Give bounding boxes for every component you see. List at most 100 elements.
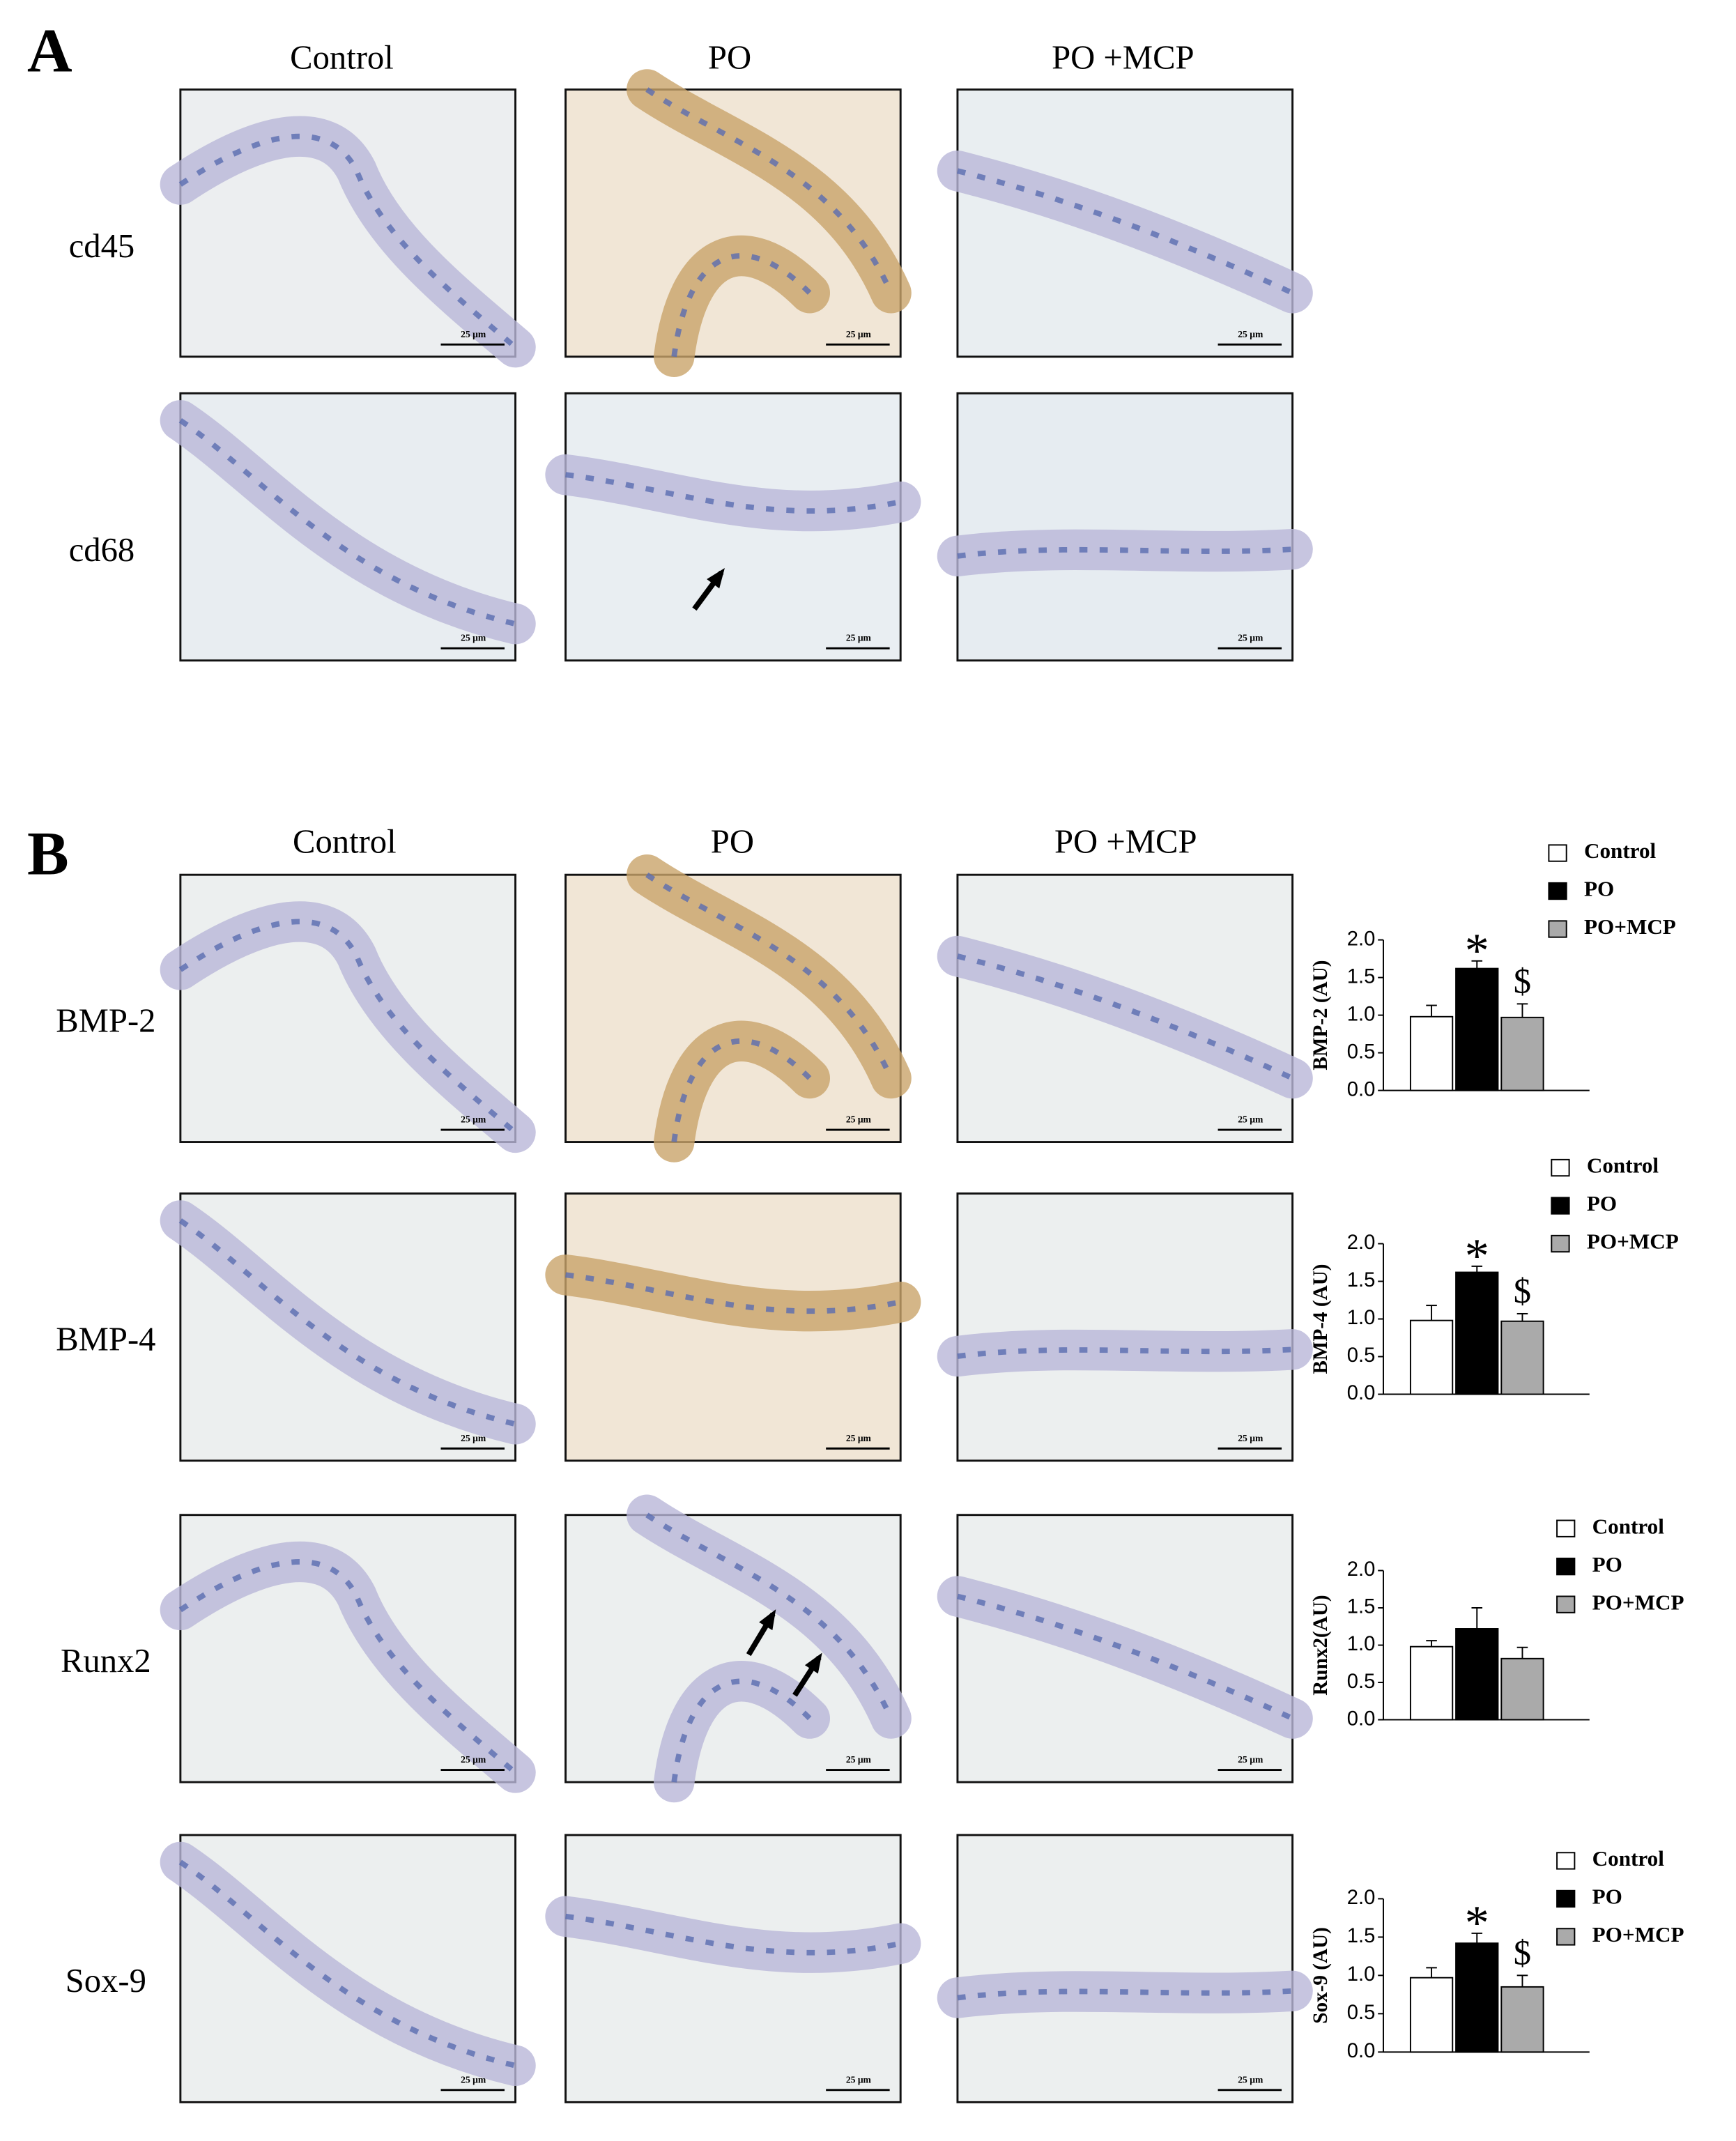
y-tick-label: 1.5 xyxy=(1347,1925,1376,1947)
y-tick-label: 2.0 xyxy=(1347,1558,1376,1581)
legend-swatch xyxy=(1551,1197,1570,1215)
bar xyxy=(1409,1977,1454,2053)
row-label: cd68 xyxy=(69,531,135,569)
tissue-nuclei xyxy=(178,133,518,350)
scale-bar-label: 25 μm xyxy=(461,633,486,643)
column-header: PO xyxy=(708,39,751,77)
scale-bar-label: 25 μm xyxy=(461,329,486,339)
significance-mark: $ xyxy=(1514,962,1531,1001)
bar xyxy=(1455,967,1499,1091)
significance-mark: * xyxy=(1465,1229,1489,1283)
y-axis-label: Runx2(AU) xyxy=(1309,1595,1332,1695)
significance-mark: $ xyxy=(1514,1271,1531,1310)
arrow-head xyxy=(804,1652,822,1674)
legend-label: Control xyxy=(1584,838,1657,863)
legend-swatch xyxy=(1556,1558,1576,1576)
bar xyxy=(1500,1986,1544,2053)
tissue-nuclei xyxy=(956,1593,1294,1721)
column-header: PO +MCP xyxy=(1052,39,1195,77)
scale-bar-label: 25 μm xyxy=(461,2074,486,2085)
legend-swatch xyxy=(1548,882,1567,900)
legend-label: Control xyxy=(1587,1153,1659,1178)
scale-bar-label: 25 μm xyxy=(1238,633,1263,643)
bar xyxy=(1455,1942,1499,2053)
scale-bar-label: 25 μm xyxy=(846,1754,872,1765)
y-tick-label: 0.5 xyxy=(1347,1041,1376,1063)
tissue-nuclei xyxy=(956,168,1294,296)
row-label: Sox-9 xyxy=(66,1962,146,2000)
y-tick-label: 1.5 xyxy=(1347,1596,1376,1618)
tissue-nuclei xyxy=(645,87,894,358)
bar xyxy=(1500,1320,1544,1395)
significance-mark: * xyxy=(1465,924,1489,978)
column-header: Control xyxy=(290,39,394,77)
scale-bar-label: 25 μm xyxy=(1238,1114,1263,1125)
arrow-head xyxy=(707,567,725,589)
micrograph xyxy=(956,1834,1294,2103)
scale-bar-label: 25 μm xyxy=(461,1114,486,1125)
legend-swatch xyxy=(1548,844,1567,862)
legend-label: PO+MCP xyxy=(1587,1229,1679,1254)
column-header: Control xyxy=(293,823,397,861)
scale-bar-label: 25 μm xyxy=(846,2074,872,2085)
y-tick-label: 0.5 xyxy=(1347,2002,1376,2024)
legend-label: PO+MCP xyxy=(1592,1922,1684,1947)
bar xyxy=(1500,1016,1544,1091)
legend-swatch xyxy=(1556,1889,1576,1908)
legend-swatch xyxy=(1548,920,1567,938)
row-label: BMP-4 xyxy=(56,1321,155,1358)
legend-label: PO xyxy=(1592,1885,1622,1909)
scale-bar-label: 25 μm xyxy=(1238,329,1263,339)
tissue-nuclei xyxy=(178,1859,516,2069)
legend-swatch xyxy=(1551,1234,1570,1253)
scale-bar-label: 25 μm xyxy=(846,633,872,643)
y-tick-label: 2.0 xyxy=(1347,928,1376,950)
legend-label: Control xyxy=(1592,1846,1665,1871)
scale-bar-label: 25 μm xyxy=(846,329,872,339)
row-label: BMP-2 xyxy=(56,1002,155,1039)
panel-label: A xyxy=(27,16,72,85)
y-tick-label: 2.0 xyxy=(1347,1231,1376,1254)
legend-swatch xyxy=(1556,1519,1576,1537)
tissue-nuclei xyxy=(645,872,894,1143)
legend-label: PO+MCP xyxy=(1584,914,1676,939)
tissue-nuclei xyxy=(957,1988,1293,2001)
scale-bar-label: 25 μm xyxy=(1238,1754,1263,1765)
scale-bar-label: 25 μm xyxy=(1238,1433,1263,1443)
tissue-nuclei xyxy=(565,472,901,514)
tissue-nuclei xyxy=(178,1218,516,1427)
tissue-nuclei xyxy=(957,1346,1293,1359)
y-tick-label: 0.0 xyxy=(1347,1382,1376,1404)
y-tick-label: 0.5 xyxy=(1347,1344,1376,1367)
legend-swatch xyxy=(1551,1158,1570,1177)
column-header: PO xyxy=(711,823,754,861)
scale-bar-label: 25 μm xyxy=(461,1433,486,1443)
y-tick-label: 0.0 xyxy=(1347,2040,1376,2062)
bar xyxy=(1409,1645,1454,1721)
y-tick-label: 1.5 xyxy=(1347,1269,1376,1291)
y-tick-label: 1.0 xyxy=(1347,1307,1376,1329)
y-tick-label: 1.0 xyxy=(1347,1003,1376,1025)
tissue-nuclei xyxy=(178,919,518,1135)
y-axis-label: Sox-9 (AU) xyxy=(1309,1927,1332,2024)
tissue-nuclei xyxy=(645,1512,894,1783)
y-tick-label: 2.0 xyxy=(1347,1887,1376,1909)
legend-swatch xyxy=(1556,1852,1576,1870)
tissue-nuclei xyxy=(956,953,1294,1081)
row-label: cd45 xyxy=(69,227,135,265)
y-tick-label: 1.5 xyxy=(1347,965,1376,988)
scale-bar-label: 25 μm xyxy=(846,1433,872,1443)
bar xyxy=(1455,1271,1499,1395)
legend-swatch xyxy=(1556,1928,1576,1946)
tissue-nuclei xyxy=(178,1559,518,1775)
panel-label: B xyxy=(27,819,69,888)
legend-label: PO xyxy=(1592,1552,1622,1576)
significance-mark: $ xyxy=(1514,1933,1531,1972)
tissue-nuclei xyxy=(957,546,1293,559)
y-axis-label: BMP-2 (AU) xyxy=(1309,960,1332,1070)
tissue-nuclei xyxy=(565,1272,901,1314)
y-tick-label: 1.0 xyxy=(1347,1963,1376,1986)
y-tick-label: 0.5 xyxy=(1347,1671,1376,1693)
